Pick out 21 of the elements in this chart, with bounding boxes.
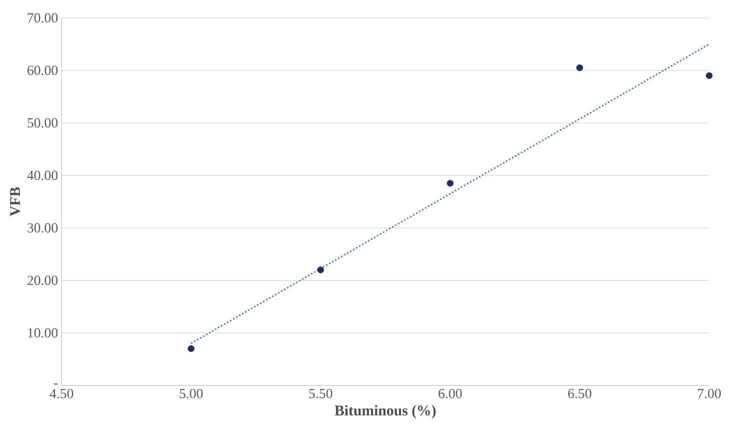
x-tick-label: 6.50 bbox=[568, 388, 592, 398]
point bbox=[317, 266, 324, 274]
x-tick-label: 5.00 bbox=[180, 388, 203, 398]
y-tick-label: 30.00 bbox=[28, 223, 58, 233]
y-tick-label: - bbox=[54, 383, 58, 385]
x-axis-title: Bituminous (%) bbox=[334, 405, 436, 419]
y-tick-label: 50.00 bbox=[28, 118, 58, 128]
x-tick-label: 5.50 bbox=[309, 388, 332, 398]
point bbox=[576, 64, 584, 72]
y-axis-title: VFB bbox=[10, 187, 20, 216]
y-tick-label: 70.00 bbox=[28, 13, 58, 23]
x-tick-label: 6.00 bbox=[438, 388, 462, 398]
point bbox=[706, 72, 713, 79]
x-tick-label: 7.00 bbox=[698, 388, 721, 398]
y-tick-label: 40.00 bbox=[27, 170, 58, 180]
point bbox=[446, 180, 454, 187]
point bbox=[188, 345, 194, 352]
y-tick-label: 20.00 bbox=[28, 276, 58, 286]
y-tick-label: 60.00 bbox=[28, 66, 58, 76]
y-tick-label: 10.00 bbox=[28, 328, 58, 338]
x-tick-label: 4.50 bbox=[50, 388, 74, 398]
